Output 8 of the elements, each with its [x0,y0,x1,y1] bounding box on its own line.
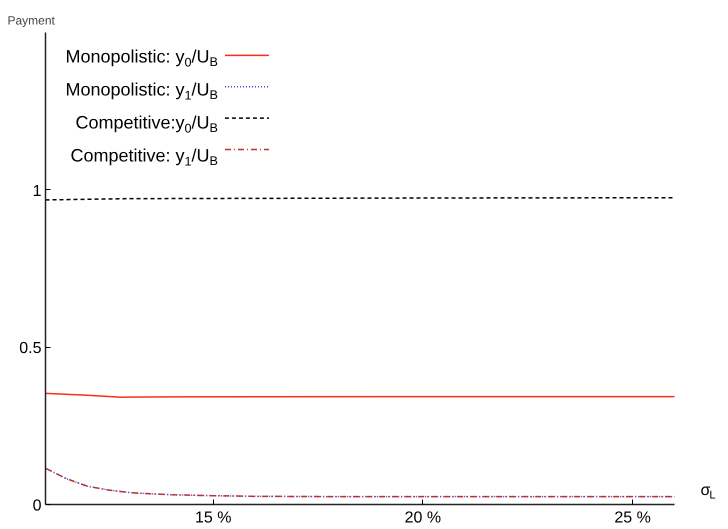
y-axis-title: Payment [8,14,56,28]
x-tick-label: 15 % [195,510,232,526]
y-tick-label: 0.5 [19,340,42,358]
x-tick-label: 20 % [404,510,442,526]
line-series [46,468,674,498]
y-tick-label: 1 [32,182,42,200]
y-tick-label: 0 [32,498,42,514]
x-tick-label: 25 % [614,510,651,526]
